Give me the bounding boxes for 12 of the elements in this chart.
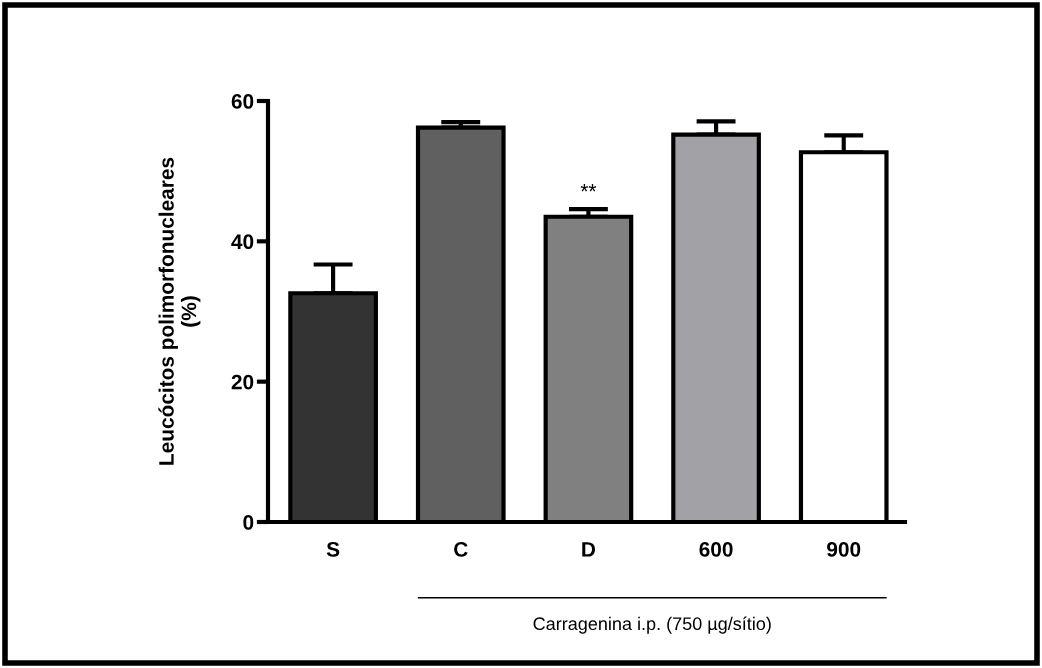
y-tick-label: 60 [231, 94, 254, 109]
x-tick-label: 900 [827, 541, 861, 557]
x-tick-label: 600 [699, 541, 733, 557]
annotation: ** [580, 184, 597, 192]
y-tick-label: 20 [231, 374, 254, 390]
x-tick-label: C [454, 541, 468, 557]
text: Carragenina i.p. (750 µg/sítio) [533, 616, 771, 634]
y-tick-label: 40 [231, 234, 254, 250]
x-tick-label: S [326, 541, 340, 557]
y-axis-title: Leucócitos polimorfonucleares (%) [158, 157, 201, 465]
x-tick-label: D [582, 542, 596, 557]
y-tick-label: 0 [243, 515, 254, 530]
